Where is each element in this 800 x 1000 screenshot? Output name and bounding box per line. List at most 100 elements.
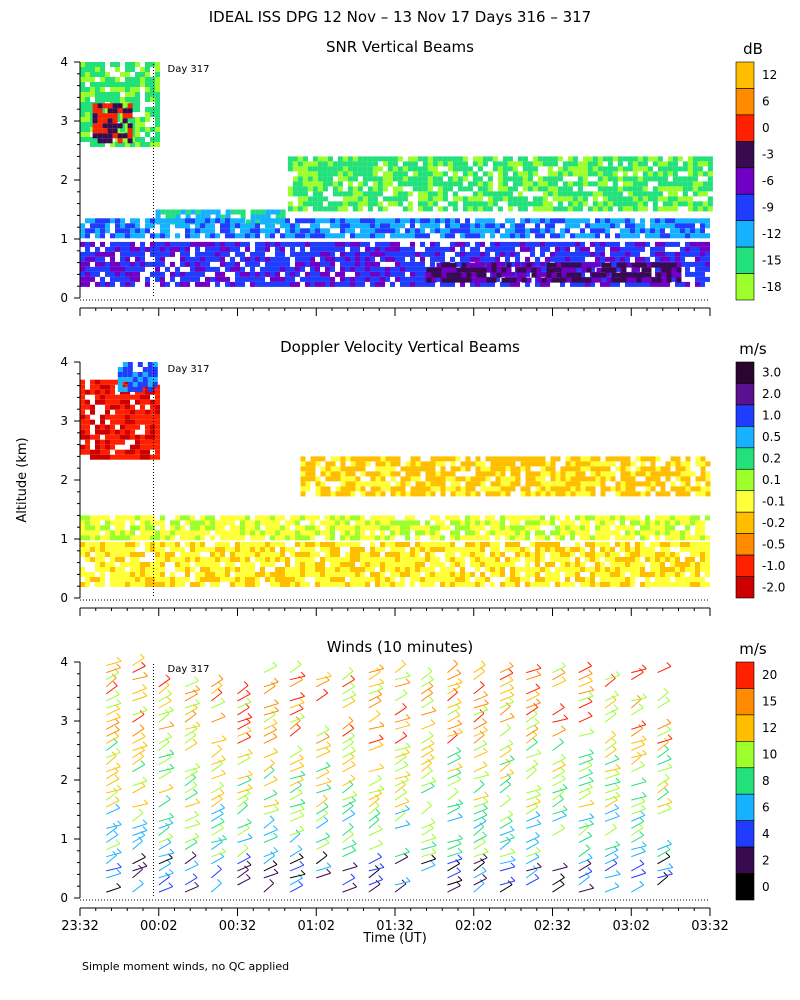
heatmap-cell bbox=[115, 404, 120, 410]
heatmap-cell bbox=[245, 572, 250, 577]
heatmap-cell bbox=[697, 171, 703, 177]
heatmap-cell bbox=[220, 251, 225, 257]
heatmap-cell bbox=[285, 520, 290, 526]
heatmap-cell bbox=[130, 281, 135, 287]
heatmap-cell bbox=[625, 471, 631, 477]
heatmap-cell bbox=[630, 520, 635, 526]
heatmap-cell bbox=[280, 582, 285, 587]
heatmap-cell bbox=[220, 557, 225, 562]
heatmap-cell bbox=[265, 557, 270, 562]
heatmap-cell bbox=[667, 201, 673, 207]
heatmap-cell bbox=[235, 218, 240, 224]
heatmap-cell bbox=[675, 557, 680, 562]
heatmap-cell bbox=[597, 181, 603, 187]
heatmap-cell bbox=[130, 67, 135, 72]
heatmap-cell bbox=[475, 246, 480, 252]
heatmap-cell bbox=[545, 223, 550, 229]
heatmap-cell bbox=[471, 272, 477, 278]
heatmap-cell bbox=[110, 535, 115, 541]
heatmap-cell bbox=[245, 276, 250, 282]
heatmap-cell bbox=[536, 272, 542, 278]
heatmap-cell bbox=[150, 77, 155, 82]
heatmap-cell bbox=[325, 271, 330, 277]
heatmap-cell bbox=[135, 434, 140, 440]
heatmap-cell bbox=[665, 476, 671, 482]
heatmap-cell bbox=[412, 166, 418, 172]
heatmap-cell bbox=[687, 161, 693, 167]
heatmap-cell bbox=[120, 577, 125, 582]
heatmap-cell bbox=[590, 542, 595, 547]
heatmap-cell bbox=[365, 218, 370, 224]
heatmap-cell bbox=[185, 228, 190, 234]
heatmap-cell bbox=[670, 456, 676, 462]
heatmap-cell bbox=[602, 156, 608, 162]
heatmap-cell bbox=[270, 530, 275, 536]
heatmap-cell bbox=[230, 562, 235, 567]
heatmap-cell bbox=[280, 515, 285, 521]
heatmap-cell bbox=[180, 535, 185, 541]
heatmap-cell bbox=[605, 577, 610, 582]
heatmap-cell bbox=[605, 486, 611, 492]
heatmap-cell bbox=[572, 196, 578, 202]
heatmap-cell bbox=[85, 429, 90, 435]
heatmap-cell bbox=[565, 256, 570, 262]
heatmap-cell bbox=[395, 567, 400, 572]
heatmap-cell bbox=[100, 515, 105, 521]
heatmap-cell bbox=[135, 424, 140, 430]
heatmap-cell bbox=[400, 246, 405, 252]
heatmap-cell bbox=[595, 525, 600, 531]
heatmap-cell bbox=[165, 552, 170, 557]
heatmap-cell bbox=[470, 281, 475, 287]
heatmap-cell bbox=[350, 261, 355, 267]
heatmap-cell bbox=[462, 201, 468, 207]
heatmap-cell bbox=[565, 228, 570, 234]
heatmap-cell bbox=[600, 547, 605, 552]
heatmap-cell bbox=[115, 399, 120, 405]
heatmap-cell bbox=[485, 256, 490, 262]
heatmap-cell bbox=[700, 547, 705, 552]
heatmap-cell bbox=[432, 166, 438, 172]
heatmap-cell bbox=[600, 461, 606, 467]
heatmap-cell bbox=[340, 456, 346, 462]
heatmap-cell bbox=[587, 181, 593, 187]
heatmap-cell bbox=[455, 251, 460, 257]
heatmap-cell bbox=[235, 241, 240, 247]
heatmap-cell bbox=[485, 520, 490, 526]
heatmap-cell bbox=[315, 476, 321, 482]
heatmap-cell bbox=[350, 256, 355, 262]
heatmap-cell bbox=[665, 461, 671, 467]
heatmap-cell bbox=[616, 262, 622, 268]
heatmap-cell bbox=[430, 218, 435, 224]
heatmap-cell bbox=[480, 535, 485, 541]
heatmap-cell bbox=[525, 552, 530, 557]
heatmap-cell bbox=[630, 471, 636, 477]
heatmap-cell bbox=[685, 486, 691, 492]
heatmap-cell bbox=[565, 557, 570, 562]
heatmap-cell bbox=[200, 542, 205, 547]
heatmap-cell bbox=[465, 218, 470, 224]
heatmap-cell bbox=[395, 233, 400, 239]
heatmap-cell bbox=[250, 567, 255, 572]
heatmap-cell bbox=[382, 206, 388, 212]
heatmap-cell bbox=[195, 525, 200, 531]
heatmap-cell bbox=[295, 261, 300, 267]
heatmap-cell bbox=[275, 525, 280, 531]
heatmap-cell bbox=[285, 281, 290, 287]
heatmap-cell bbox=[145, 414, 150, 420]
heatmap-cell bbox=[365, 266, 370, 272]
heatmap-cell bbox=[490, 481, 496, 487]
heatmap-cell bbox=[660, 525, 665, 531]
heatmap-cell bbox=[110, 62, 115, 67]
heatmap-cell bbox=[95, 82, 100, 87]
heatmap-cell bbox=[550, 552, 555, 557]
heatmap-cell bbox=[530, 557, 535, 562]
heatmap-cell bbox=[605, 476, 611, 482]
heatmap-cell bbox=[615, 233, 620, 239]
heatmap-cell bbox=[325, 466, 331, 472]
heatmap-cell bbox=[455, 486, 461, 492]
heatmap-cell bbox=[327, 161, 333, 167]
heatmap-cell bbox=[90, 117, 95, 122]
heatmap-cell bbox=[390, 466, 396, 472]
heatmap-cell bbox=[195, 214, 201, 220]
heatmap-cell bbox=[155, 384, 160, 390]
